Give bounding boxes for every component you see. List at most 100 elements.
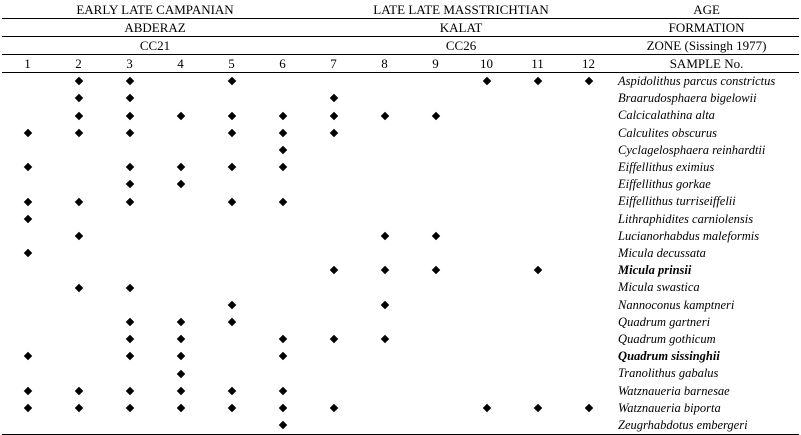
occurrence-cell: [512, 228, 563, 245]
occurrence-cell: [461, 159, 512, 176]
occurrence-cell: [206, 331, 257, 348]
occurrence-cell: [206, 193, 257, 210]
diamond-icon: [176, 369, 185, 378]
occurrence-cell: [308, 176, 359, 193]
diamond-icon: [431, 111, 440, 120]
species-row: Lithraphidites carniolensis: [2, 211, 799, 228]
age-row: EARLY LATE CAMPANIAN LATE LATE MASSTRICH…: [2, 1, 800, 19]
zone-row: CC21 CC26 ZONE (Sissingh 1977): [2, 36, 800, 55]
occurrence-cell: [2, 142, 53, 159]
occurrence-cell: [155, 262, 206, 279]
formation-kalat: KALAT: [308, 18, 615, 37]
species-name: Micula decussata: [618, 246, 706, 261]
species-name: Cyclagelosphaera reinhardtii: [618, 142, 766, 157]
occurrence-cell: [257, 228, 308, 245]
occurrence-cell: [410, 297, 461, 314]
occurrence-cell: [410, 383, 461, 400]
occurrence-cell: [53, 400, 104, 417]
occurrence-cell: [104, 125, 155, 142]
diamond-icon: [584, 76, 593, 86]
occurrence-cell: [155, 176, 206, 193]
species-row: Calcicalathina alta: [2, 107, 799, 124]
occurrence-cell: [308, 193, 359, 210]
species-row: Quadrum gartneri: [2, 314, 799, 331]
occurrence-cell: [359, 125, 410, 142]
occurrence-cell: [155, 348, 206, 365]
occurrence-cell: [257, 348, 308, 365]
occurrence-cell: [461, 245, 512, 262]
occurrence-cell: [461, 142, 512, 159]
occurrence-cell: [104, 365, 155, 382]
occurrence-cell: [53, 297, 104, 314]
occurrence-cell: [155, 90, 206, 107]
occurrence-cell: [308, 383, 359, 400]
occurrence-cell: [410, 107, 461, 124]
occurrence-cell: [257, 365, 308, 382]
occurrence-cell: [155, 142, 206, 159]
occurrence-cell: [2, 73, 53, 91]
diamond-icon: [227, 76, 236, 86]
occurrence-cell: [512, 348, 563, 365]
occurrence-cell: [512, 159, 563, 176]
species-row: Eiffellithus turriseiffelii: [2, 193, 799, 210]
diamond-icon: [74, 403, 83, 413]
occurrence-cell: [53, 348, 104, 365]
diamond-icon: [176, 403, 185, 413]
occurrence-cell: [2, 228, 53, 245]
occurrence-cell: [410, 90, 461, 107]
occurrence-cell: [308, 211, 359, 228]
occurrence-cell: [308, 90, 359, 107]
occurrence-cell: [53, 125, 104, 142]
occurrence-cell: [206, 348, 257, 365]
occurrence-cell: [257, 176, 308, 193]
species-row: Micula decussata: [2, 245, 799, 262]
occurrence-cell: [512, 125, 563, 142]
diamond-icon: [125, 283, 134, 292]
occurrence-cell: [104, 176, 155, 193]
diamond-icon: [125, 128, 134, 137]
occurrence-cell: [104, 279, 155, 296]
occurrence-cell: [257, 245, 308, 262]
occurrence-cell: [104, 159, 155, 176]
occurrence-cell: [563, 142, 614, 159]
diamond-icon: [74, 76, 83, 86]
occurrence-cell: [155, 125, 206, 142]
species-row: Calculites obscurus: [2, 125, 799, 142]
occurrence-cell: [410, 314, 461, 331]
diamond-icon: [176, 334, 185, 344]
diamond-icon: [74, 197, 83, 206]
occurrence-cell: [359, 279, 410, 296]
occurrence-cell: [563, 348, 614, 365]
occurrence-cell: [257, 297, 308, 314]
occurrence-cell: [359, 245, 410, 262]
occurrence-cell: [461, 107, 512, 124]
occurrence-cell: [563, 262, 614, 279]
occurrence-cell: [410, 142, 461, 159]
occurrence-cell: [104, 400, 155, 417]
diamond-icon: [74, 94, 83, 103]
occurrence-cell: [53, 193, 104, 210]
diamond-icon: [482, 403, 491, 413]
occurrence-cell: [2, 193, 53, 210]
occurrence-cell: [461, 331, 512, 348]
occurrence-cell: [461, 90, 512, 107]
diamond-icon: [227, 300, 236, 310]
occurrence-cell: [410, 348, 461, 365]
occurrence-cell: [206, 400, 257, 417]
occurrence-cell: [206, 297, 257, 314]
occurrence-cell: [563, 211, 614, 228]
species-name: Quadrum sissinghii: [618, 349, 720, 364]
occurrence-cell: [410, 245, 461, 262]
diamond-icon: [329, 334, 338, 344]
occurrence-cell: [53, 73, 104, 91]
occurrence-cell: [563, 400, 614, 417]
diamond-icon: [278, 403, 287, 413]
occurrence-cell: [359, 331, 410, 348]
occurrence-cell: [104, 142, 155, 159]
occurrence-cell: [461, 125, 512, 142]
occurrence-cell: [563, 383, 614, 400]
species-name: Lithraphidites carniolensis: [618, 211, 754, 226]
occurrence-cell: [104, 73, 155, 91]
occurrence-cell: [53, 331, 104, 348]
occurrence-cell: [410, 193, 461, 210]
